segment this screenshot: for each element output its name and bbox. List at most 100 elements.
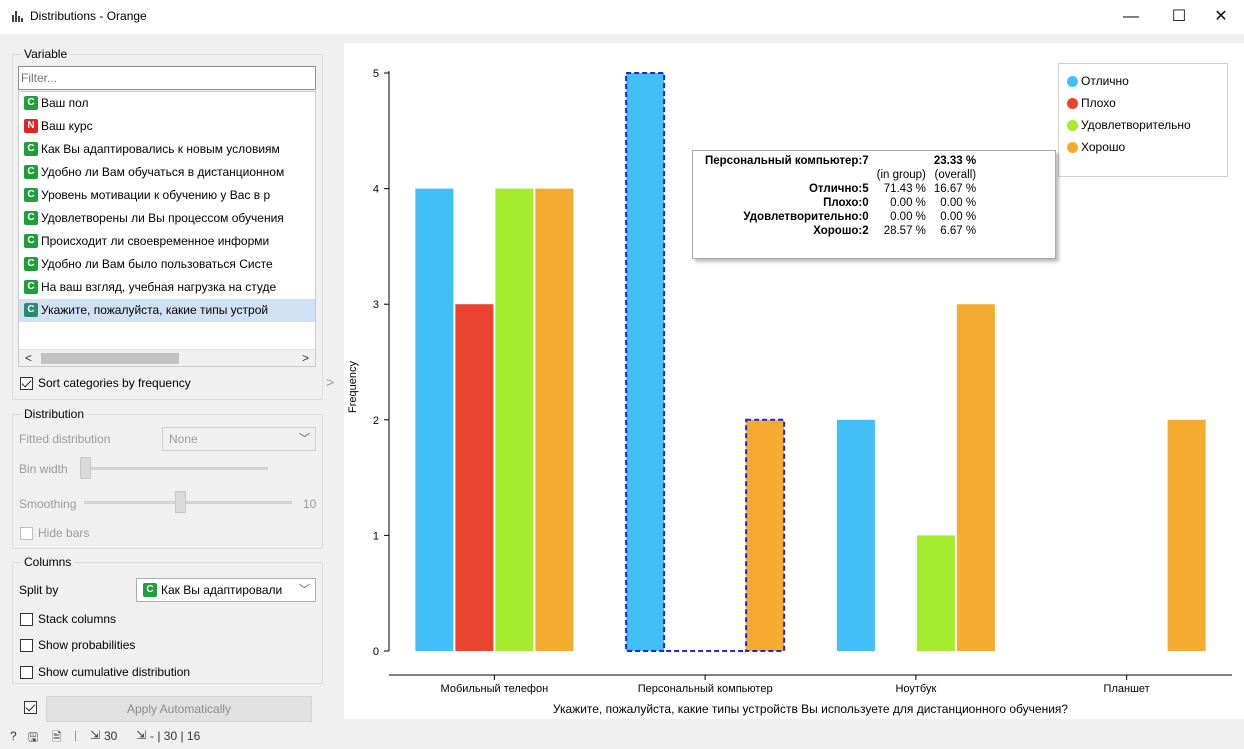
bar[interactable]	[455, 304, 494, 651]
variable-list-item[interactable]: C Укажите, пожалуйста, какие типы устрой	[19, 299, 315, 322]
bar[interactable]	[535, 188, 574, 651]
y-tick-label: 0	[373, 646, 379, 658]
output-count: - | 30 | 16	[150, 729, 201, 743]
legend-dot-icon	[1067, 97, 1078, 109]
tooltip-row-label: Удовлетворительно:0	[743, 211, 869, 223]
legend-item: Отлично	[1067, 70, 1219, 92]
input-count: 30	[104, 729, 118, 743]
tooltip-header-label: Персональный компьютер:7	[705, 155, 869, 167]
fitted-distribution-select[interactable]: None ﹀	[162, 427, 316, 451]
filter-input[interactable]	[18, 66, 316, 90]
show-cumulative-checkbox[interactable]: Show cumulative distribution	[20, 665, 190, 679]
bin-width-slider-handle[interactable]	[80, 457, 91, 479]
show-cumulative-label: Show cumulative distribution	[38, 665, 191, 679]
bar[interactable]	[625, 72, 666, 652]
bar[interactable]	[1167, 419, 1206, 651]
distribution-group: Distribution	[12, 407, 323, 549]
checkbox-box[interactable]	[24, 701, 37, 714]
legend-label: Отлично	[1081, 74, 1129, 88]
legend-label: Хорошо	[1081, 140, 1126, 154]
tooltip-row-in-group: 28.57 %	[883, 225, 926, 237]
tooltip-row-overall: 0.00 %	[940, 211, 977, 223]
checkbox-box[interactable]	[20, 612, 33, 626]
smoothing-slider-track[interactable]	[84, 501, 292, 504]
variable-group-title: Variable	[21, 47, 71, 61]
split-by-select[interactable]: C Как Вы адаптировали ﹀	[136, 578, 316, 602]
help-icon[interactable]: ?	[10, 729, 17, 743]
fitted-distribution-label: Fitted distribution	[19, 432, 111, 446]
bar[interactable]	[745, 418, 786, 652]
stack-columns-label: Stack columns	[38, 612, 117, 626]
variable-list-item[interactable]: C Ваш пол	[19, 92, 315, 115]
scroll-left-icon[interactable]: <	[25, 351, 33, 365]
close-button[interactable]: ✕	[1214, 8, 1228, 25]
bar[interactable]	[495, 188, 534, 651]
variable-list-item[interactable]: C На ваш взгляд, учебная нагрузка на студ…	[19, 276, 315, 299]
fitted-distribution-value: None	[169, 432, 198, 446]
variable-list-item[interactable]: C Удобно ли Вам обучаться в дистанционном	[19, 161, 315, 184]
hide-bars-checkbox[interactable]: Hide bars	[20, 526, 89, 540]
categorical-badge-icon: C	[24, 142, 38, 156]
y-tick-label: 5	[373, 68, 379, 80]
show-probabilities-checkbox[interactable]: Show probabilities	[20, 638, 135, 652]
variable-label: Ваш пол	[41, 96, 89, 110]
checkbox-box[interactable]	[20, 526, 33, 540]
scroll-right-icon[interactable]: >	[301, 351, 309, 365]
distribution-chart[interactable]: 0 1 2 3 4 5 Мобильный телефон Персональный ком…	[344, 43, 1244, 719]
bin-width-slider-track[interactable]	[80, 467, 268, 470]
maximize-button[interactable]: ☐	[1171, 8, 1187, 25]
collapse-panel-icon[interactable]: >	[326, 374, 335, 390]
legend-dot-icon	[1067, 75, 1078, 87]
save-icon[interactable]: 🖫	[28, 730, 39, 744]
horizontal-scrollbar[interactable]: < >	[19, 349, 315, 366]
legend-dot-icon	[1067, 119, 1078, 131]
chart-legend: Отлично Плохо Удовлетворительно Хорошо	[1058, 63, 1228, 177]
tooltip-row-overall: 6.67 %	[940, 225, 977, 237]
smoothing-slider-handle[interactable]	[174, 491, 186, 513]
categorical-badge-icon: C	[24, 303, 38, 317]
variable-list[interactable]: C Ваш пол N Ваш курс C Как Вы адаптировались …	[18, 91, 316, 367]
legend-item: Удовлетворительно	[1067, 114, 1219, 136]
bin-width-label: Bin width	[19, 462, 68, 476]
checkbox-box[interactable]	[20, 376, 33, 390]
apply-button[interactable]: Apply Automatically	[46, 696, 312, 722]
x-tick-label: Мобильный телефон	[441, 683, 549, 695]
variable-list-item[interactable]: C Удобно ли Вам было пользоваться Систе	[19, 253, 315, 276]
tooltip-col-in-group: (in group)	[876, 169, 926, 181]
bar[interactable]	[415, 188, 454, 651]
y-tick-label: 3	[373, 299, 379, 311]
legend-dot-icon	[1067, 141, 1078, 153]
variable-list-item[interactable]: C Как Вы адаптировались к новым условиям	[19, 138, 315, 161]
checkbox-box[interactable]	[20, 638, 33, 652]
numeric-badge-icon: N	[24, 119, 38, 133]
bar[interactable]	[836, 419, 875, 651]
separator: |	[74, 728, 78, 742]
minimize-button[interactable]: —	[1123, 8, 1139, 25]
show-probabilities-label: Show probabilities	[38, 638, 136, 652]
bar[interactable]	[956, 304, 995, 651]
categorical-badge-icon: C	[24, 188, 38, 202]
chevron-down-icon: ﹀	[299, 584, 310, 596]
y-axis-label: Frequency	[347, 361, 359, 413]
window-title: Distributions - Orange	[30, 9, 147, 23]
variable-list-item[interactable]: C Происходит ли своевременное информи	[19, 230, 315, 253]
scrollbar-thumb[interactable]	[41, 353, 179, 364]
split-by-label: Split by	[19, 583, 59, 597]
sort-by-frequency-checkbox[interactable]: Sort categories by frequency	[20, 376, 191, 390]
checkbox-box[interactable]	[20, 665, 33, 679]
report-icon[interactable]: 🖹	[52, 730, 62, 744]
chevron-down-icon: ﹀	[299, 433, 310, 445]
variable-label: Укажите, пожалуйста, какие типы устрой	[41, 303, 269, 317]
tooltip-row-label: Хорошо:2	[813, 225, 869, 237]
stack-columns-checkbox[interactable]: Stack columns	[20, 612, 116, 626]
x-tick-label: Персональный компьютер	[638, 683, 773, 695]
tooltip-row-in-group: 0.00 %	[890, 211, 926, 223]
apply-automatically-checkbox[interactable]	[24, 701, 42, 714]
variable-list-item[interactable]: C Удовлетворены ли Вы процессом обучения	[19, 207, 315, 230]
variable-label: Ваш курс	[41, 119, 93, 133]
split-by-value: Как Вы адаптировали	[161, 583, 283, 597]
variable-list-item[interactable]: C Уровень мотивации к обучению у Вас в р	[19, 184, 315, 207]
bar[interactable]	[916, 535, 955, 651]
variable-list-item[interactable]: N Ваш курс	[19, 115, 315, 138]
hide-bars-label: Hide bars	[38, 526, 90, 540]
